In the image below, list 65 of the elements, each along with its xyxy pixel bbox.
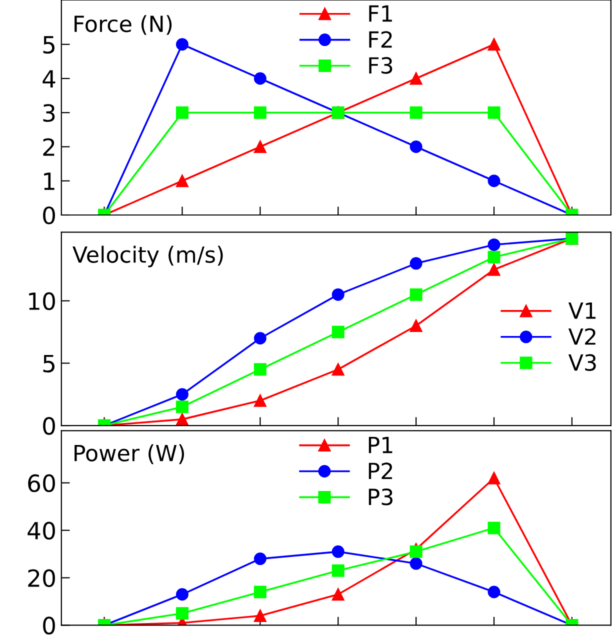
point bbox=[176, 388, 188, 401]
point bbox=[410, 257, 422, 270]
y-tick-label: 5 bbox=[43, 36, 54, 54]
y-tick-label: 0 bbox=[43, 206, 55, 224]
point bbox=[410, 320, 422, 332]
point bbox=[488, 38, 500, 51]
y-tick-label: 1 bbox=[44, 172, 54, 190]
legend-label: P2 bbox=[368, 462, 392, 480]
text: Velocity (m/s) bbox=[72, 246, 223, 268]
y-tick-label: 4 bbox=[42, 70, 56, 88]
point bbox=[176, 38, 188, 51]
y-tick-label: 10 bbox=[29, 292, 55, 310]
point bbox=[410, 72, 422, 85]
legend-label: V1 bbox=[568, 302, 596, 319]
point bbox=[176, 607, 188, 620]
legend-label: F3 bbox=[369, 57, 392, 74]
text: Power (W) bbox=[74, 444, 184, 464]
point bbox=[410, 106, 422, 119]
point bbox=[176, 174, 188, 188]
point bbox=[254, 363, 266, 376]
legend-label: F1 bbox=[369, 5, 392, 22]
point bbox=[488, 472, 500, 484]
point bbox=[488, 263, 500, 276]
point bbox=[254, 332, 266, 344]
point bbox=[410, 545, 422, 558]
point bbox=[410, 557, 422, 570]
point bbox=[488, 586, 500, 598]
legend-label: V2 bbox=[568, 328, 596, 345]
point bbox=[488, 522, 500, 534]
y-tick-label: 2 bbox=[43, 138, 54, 156]
point bbox=[332, 288, 344, 301]
point bbox=[488, 238, 500, 251]
y-tick-label: 3 bbox=[43, 104, 55, 122]
y-tick-label: 20 bbox=[28, 569, 55, 588]
y-tick-label: 0 bbox=[43, 616, 55, 635]
point bbox=[332, 363, 344, 376]
legend-label: F2 bbox=[369, 31, 392, 48]
point bbox=[488, 174, 500, 188]
point bbox=[176, 588, 188, 601]
point bbox=[254, 609, 266, 622]
text: Force (N) bbox=[74, 15, 172, 35]
point bbox=[254, 586, 266, 598]
point bbox=[332, 545, 344, 558]
point bbox=[254, 72, 266, 85]
point bbox=[176, 106, 188, 119]
point bbox=[254, 552, 266, 566]
y-tick-label: 60 bbox=[28, 474, 55, 492]
point bbox=[410, 288, 422, 301]
point bbox=[332, 564, 344, 577]
point bbox=[332, 326, 344, 338]
point bbox=[488, 106, 500, 119]
point bbox=[176, 413, 188, 426]
y-tick-label: 40 bbox=[28, 522, 55, 540]
point bbox=[254, 106, 266, 119]
point bbox=[254, 140, 266, 153]
point bbox=[488, 250, 500, 264]
point bbox=[332, 588, 344, 601]
legend-label: V3 bbox=[568, 354, 596, 371]
y-tick-label: 0 bbox=[43, 416, 55, 435]
point bbox=[254, 394, 266, 407]
y-tick-label: 5 bbox=[43, 354, 54, 372]
point bbox=[410, 140, 422, 153]
point bbox=[176, 400, 188, 414]
legend-label: P1 bbox=[368, 436, 392, 454]
legend-label: P3 bbox=[368, 488, 392, 506]
